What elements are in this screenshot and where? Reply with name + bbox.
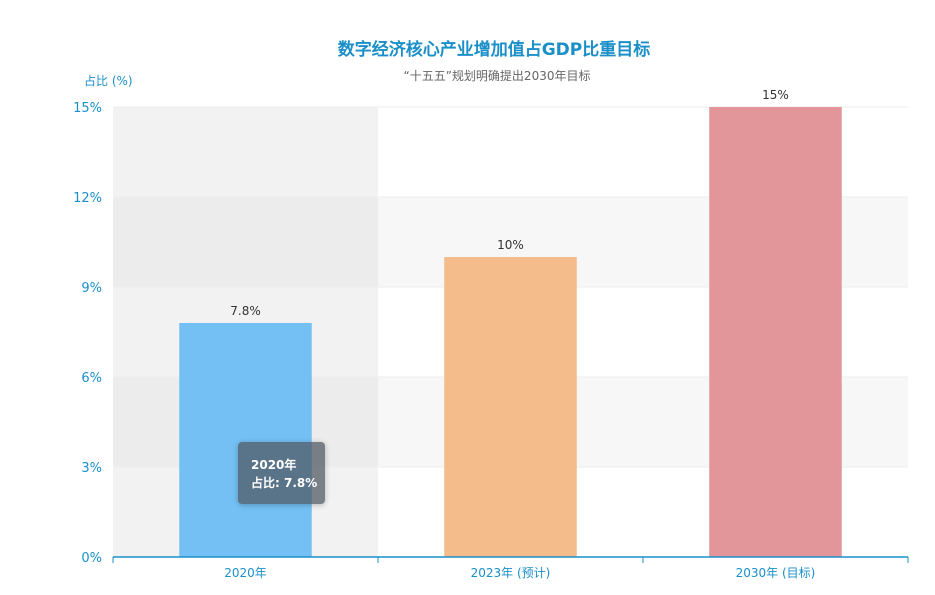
data-label: 15% bbox=[762, 88, 789, 102]
tooltip-value: 占比: 7.8% bbox=[251, 476, 318, 490]
bars: 7.8% 10% 15% bbox=[179, 88, 842, 557]
bar bbox=[709, 107, 842, 557]
axes: 2020年 2023年 (预计) 2030年 (目标) 0% 3% 6% 9% 12% 15% bbox=[73, 101, 909, 580]
y-tick-label: 6% bbox=[81, 371, 102, 386]
y-tick-label: 0% bbox=[81, 551, 102, 566]
chart-subtitle: “十五五”规划明确提出2030年目标 bbox=[404, 68, 591, 83]
y-tick-label: 12% bbox=[73, 191, 102, 206]
chart-title: 数字经济核心产业增加值占GDP比重目标 bbox=[338, 39, 651, 60]
bar bbox=[444, 257, 577, 557]
x-tick-label: 2023年 (预计) bbox=[471, 566, 551, 580]
y-tick-label: 15% bbox=[73, 101, 102, 116]
y-tick-label: 9% bbox=[81, 281, 102, 296]
y-axis-label: 占比 (%) bbox=[84, 73, 133, 88]
data-label: 7.8% bbox=[230, 304, 261, 318]
x-tick-label: 2020年 bbox=[224, 566, 267, 580]
tooltip-category: 2020年 bbox=[251, 458, 297, 472]
data-label: 10% bbox=[497, 238, 524, 252]
tooltip: 2020年 占比: 7.8% bbox=[238, 442, 325, 504]
x-tick-label: 2030年 (目标) bbox=[736, 566, 816, 580]
bar bbox=[179, 323, 312, 557]
y-tick-label: 3% bbox=[81, 461, 102, 476]
